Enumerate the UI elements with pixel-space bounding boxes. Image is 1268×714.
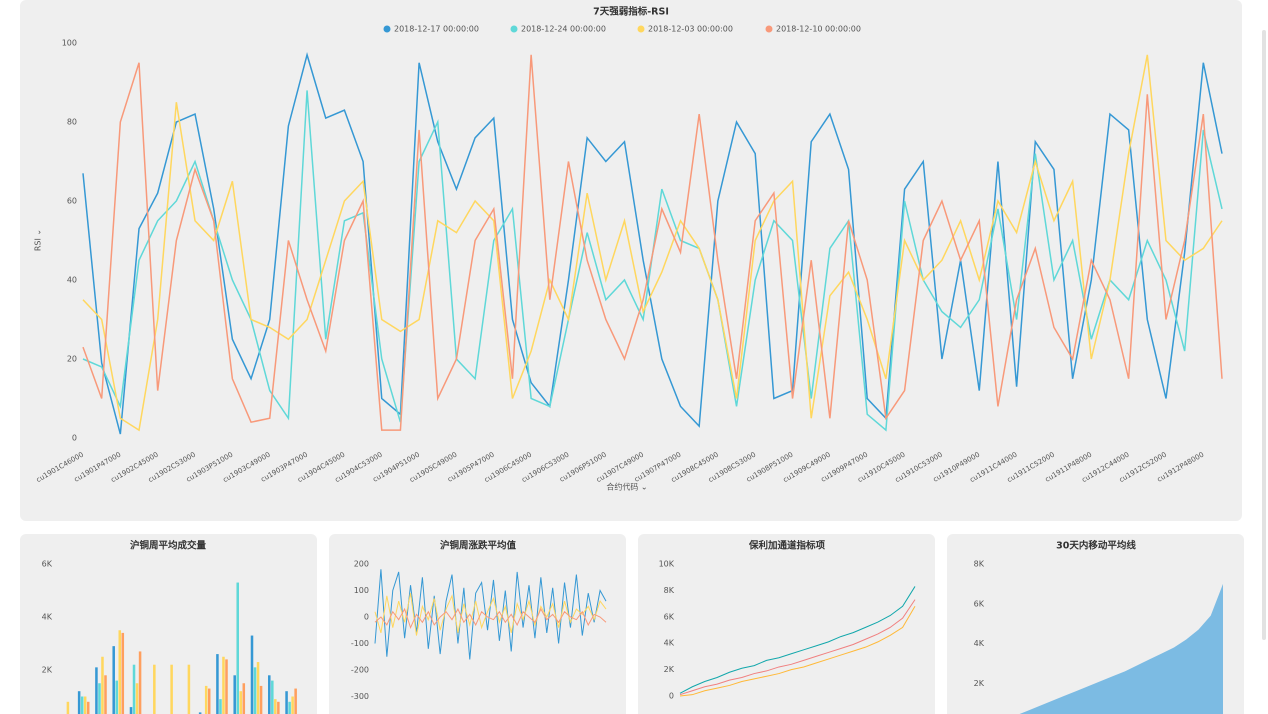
bar: [198, 712, 202, 714]
bar: [268, 675, 271, 714]
bar: [250, 635, 254, 714]
bar: [135, 683, 139, 714]
bar: [277, 701, 280, 714]
chart-title: 保利加通道指标项: [748, 540, 826, 552]
chart-title: 7天强弱指标-RSI: [593, 6, 669, 18]
bar: [170, 664, 173, 714]
legend-marker: [383, 25, 391, 33]
bar: [271, 680, 274, 714]
y-tick-label: 4K: [974, 639, 985, 648]
y-tick-label: 0: [669, 692, 674, 701]
line: [679, 599, 916, 696]
bar: [118, 630, 122, 714]
y-tick-label: -100: [351, 639, 369, 648]
legend-label: 2018-12-17 00:00:00: [394, 25, 479, 34]
line: [82, 54, 1223, 432]
panel: [638, 534, 935, 714]
y-tick-label: 2K: [42, 666, 53, 675]
bar: [216, 654, 219, 714]
x-axis-label: 合约代码 ⌄: [606, 482, 647, 492]
y-tick-label: 6K: [42, 560, 53, 569]
y-tick-label: 0: [364, 613, 369, 622]
bar: [288, 701, 291, 714]
chart-title: 沪铜周平均成交量: [130, 540, 207, 552]
bar: [115, 680, 118, 714]
bar: [80, 696, 84, 714]
panel: [20, 534, 317, 714]
panel: [20, 0, 1242, 521]
bar: [153, 664, 156, 714]
legend-label: 2018-12-03 00:00:00: [648, 25, 733, 34]
bar: [233, 675, 236, 714]
y-tick-label: 100: [354, 586, 369, 595]
bar: [204, 685, 208, 714]
bar: [285, 691, 288, 714]
bar: [274, 699, 277, 714]
bar: [219, 699, 222, 714]
bar: [83, 696, 87, 714]
y-tick-label: 100: [62, 39, 77, 48]
bar: [98, 683, 101, 714]
bar: [253, 667, 257, 714]
bar: [256, 662, 260, 714]
bar: [236, 582, 239, 714]
y-tick-label: 8K: [664, 586, 675, 595]
legend-label: 2018-12-24 00:00:00: [521, 25, 606, 34]
bar: [242, 683, 246, 714]
y-tick-label: 4K: [664, 639, 675, 648]
bar: [86, 701, 90, 714]
bar: [112, 646, 115, 714]
bar: [291, 696, 294, 714]
y-tick-label: 6K: [664, 612, 675, 621]
y-tick-label: 20: [67, 355, 77, 364]
y-tick-label: 0: [72, 434, 77, 443]
bar: [101, 656, 104, 714]
chart-title: 沪铜周涨跌平均值: [440, 540, 517, 552]
bar: [222, 656, 225, 714]
legend-label: 2018-12-10 00:00:00: [776, 25, 861, 34]
bar: [187, 664, 191, 714]
line: [82, 54, 1223, 431]
y-tick-label: 2K: [664, 665, 675, 674]
line: [374, 607, 607, 629]
panel: [329, 534, 626, 714]
y-tick-label: 40: [67, 276, 77, 285]
bar: [138, 651, 142, 714]
bar: [132, 664, 136, 714]
y-tick-label: -200: [351, 666, 369, 675]
area: [1019, 583, 1223, 714]
line: [374, 593, 607, 636]
bar: [239, 691, 243, 714]
bar: [77, 691, 81, 714]
bar: [66, 701, 70, 714]
y-tick-label: 8K: [974, 560, 985, 569]
bar: [104, 675, 107, 714]
y-tick-label: 4K: [42, 613, 53, 622]
y-tick-label: 200: [354, 560, 369, 569]
y-tick-label: -300: [351, 692, 369, 701]
bar: [129, 707, 133, 714]
line: [679, 586, 916, 694]
bar: [225, 659, 228, 714]
scrollbar: [1262, 30, 1266, 640]
bar: [294, 688, 297, 714]
y-tick-label: 80: [67, 118, 77, 127]
line: [679, 605, 916, 697]
y-tick-label: 60: [67, 197, 77, 206]
legend-marker: [765, 25, 773, 33]
y-tick-label: 10K: [659, 560, 675, 569]
y-tick-label: 6K: [974, 599, 985, 608]
legend-marker: [637, 25, 645, 33]
chart-title: 30天内移动平均线: [1056, 540, 1136, 552]
legend-marker: [510, 25, 518, 33]
bar: [121, 632, 125, 714]
bar: [207, 688, 211, 714]
bar: [259, 685, 263, 714]
bar: [95, 667, 98, 714]
y-axis-label: RSI ⌄: [34, 229, 43, 251]
y-tick-label: 2K: [974, 679, 985, 688]
